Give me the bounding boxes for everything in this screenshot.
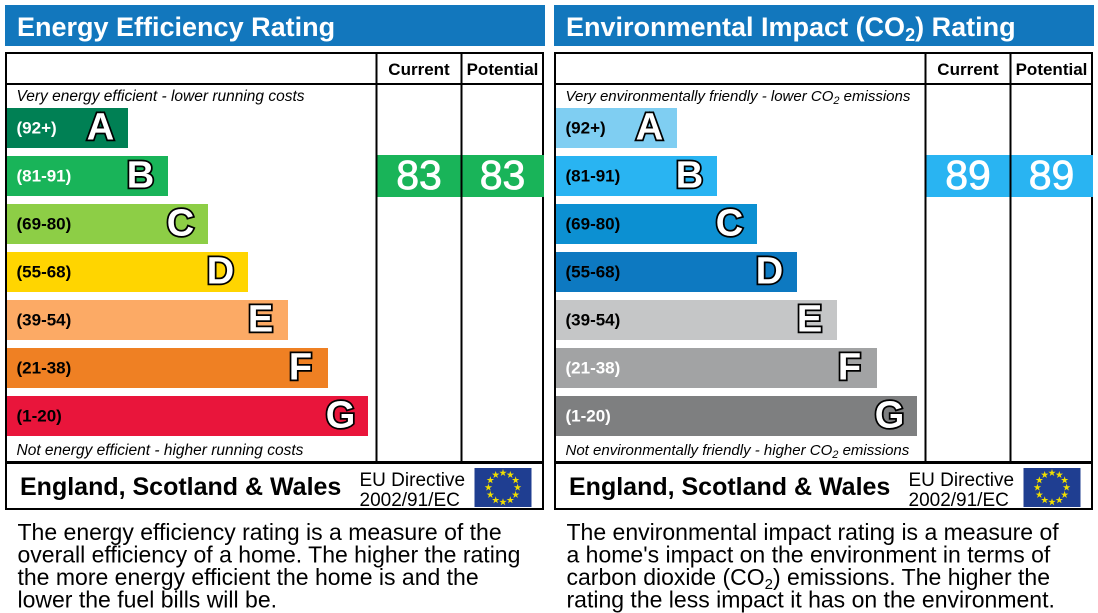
svg-text:Energy Efficiency Rating: Energy Efficiency Rating [17,12,335,42]
svg-text:(55-68): (55-68) [17,263,72,282]
svg-text:the more energy efficient the: the more energy efficient the home is an… [18,564,479,590]
svg-text:(69-80): (69-80) [17,215,72,234]
svg-text:F: F [289,347,312,389]
svg-text:EU Directive: EU Directive [909,470,1015,491]
svg-text:(21-38): (21-38) [17,359,72,378]
svg-text:E: E [248,299,273,341]
svg-text:Not energy efficient - higher: Not energy efficient - higher running co… [17,442,304,459]
svg-text:(92+): (92+) [566,119,606,138]
svg-text:(81-91): (81-91) [17,167,72,186]
svg-text:(21-38): (21-38) [566,359,621,378]
svg-text:(1-20): (1-20) [566,407,611,426]
svg-text:G: G [326,395,356,437]
svg-text:G: G [875,395,905,437]
svg-text:(39-54): (39-54) [17,311,72,330]
svg-text:83: 83 [396,152,442,198]
svg-text:F: F [838,347,861,389]
svg-text:rating the less impact it has: rating the less impact it has on the env… [567,587,1055,613]
svg-text:83: 83 [480,152,526,198]
svg-text:EU Directive: EU Directive [360,470,466,491]
svg-text:The energy efficiency rating i: The energy efficiency rating is a measur… [18,519,502,545]
svg-text:Very environmentally friendly: Very environmentally friendly - lower CO… [566,88,911,107]
svg-text:overall efficiency of a home.: overall efficiency of a home. The higher… [18,542,521,568]
svg-text:The environmental impact ratin: The environmental impact rating is a mea… [567,519,1060,545]
svg-text:89: 89 [1029,152,1075,198]
svg-text:England, Scotland & Wales: England, Scotland & Wales [20,473,341,501]
svg-text:(81-91): (81-91) [566,167,621,186]
svg-text:(1-20): (1-20) [17,407,62,426]
svg-text:(55-68): (55-68) [566,263,621,282]
svg-text:B: B [127,155,154,197]
svg-text:England, Scotland & Wales: England, Scotland & Wales [569,473,890,501]
svg-text:a home's impact on the environ: a home's impact on the environment in te… [567,542,1051,568]
svg-text:A: A [87,107,114,149]
svg-text:D: D [207,251,234,293]
svg-text:Not environmentally friendly -: Not environmentally friendly - higher CO… [566,442,910,461]
svg-text:Very energy efficient - lower: Very energy efficient - lower running co… [17,88,305,105]
svg-text:lower the fuel bills will be.: lower the fuel bills will be. [18,587,278,613]
svg-text:B: B [676,155,703,197]
svg-text:C: C [716,203,743,245]
svg-text:Current: Current [388,60,450,79]
svg-text:(69-80): (69-80) [566,215,621,234]
svg-text:(39-54): (39-54) [566,311,621,330]
svg-text:(92+): (92+) [17,119,57,138]
svg-text:Potential: Potential [1016,60,1088,79]
svg-text:A: A [636,107,663,149]
svg-text:2002/91/EC: 2002/91/EC [909,490,1009,511]
svg-text:Environmental Impact (CO2) Rat: Environmental Impact (CO2) Rating [566,12,1016,45]
svg-text:Current: Current [937,60,999,79]
svg-text:89: 89 [945,152,991,198]
svg-text:2002/91/EC: 2002/91/EC [360,490,460,511]
svg-text:D: D [756,251,783,293]
svg-text:E: E [797,299,822,341]
svg-text:Potential: Potential [467,60,539,79]
svg-text:C: C [167,203,194,245]
svg-text:carbon dioxide (CO2) emissions: carbon dioxide (CO2) emissions. The high… [567,564,1051,593]
